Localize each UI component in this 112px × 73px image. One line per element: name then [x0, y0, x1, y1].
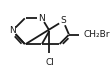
Text: N: N	[38, 14, 45, 23]
Text: N: N	[9, 26, 16, 35]
Text: S: S	[60, 16, 66, 25]
Text: CH₂Br: CH₂Br	[84, 30, 110, 39]
Text: Cl: Cl	[45, 58, 54, 67]
